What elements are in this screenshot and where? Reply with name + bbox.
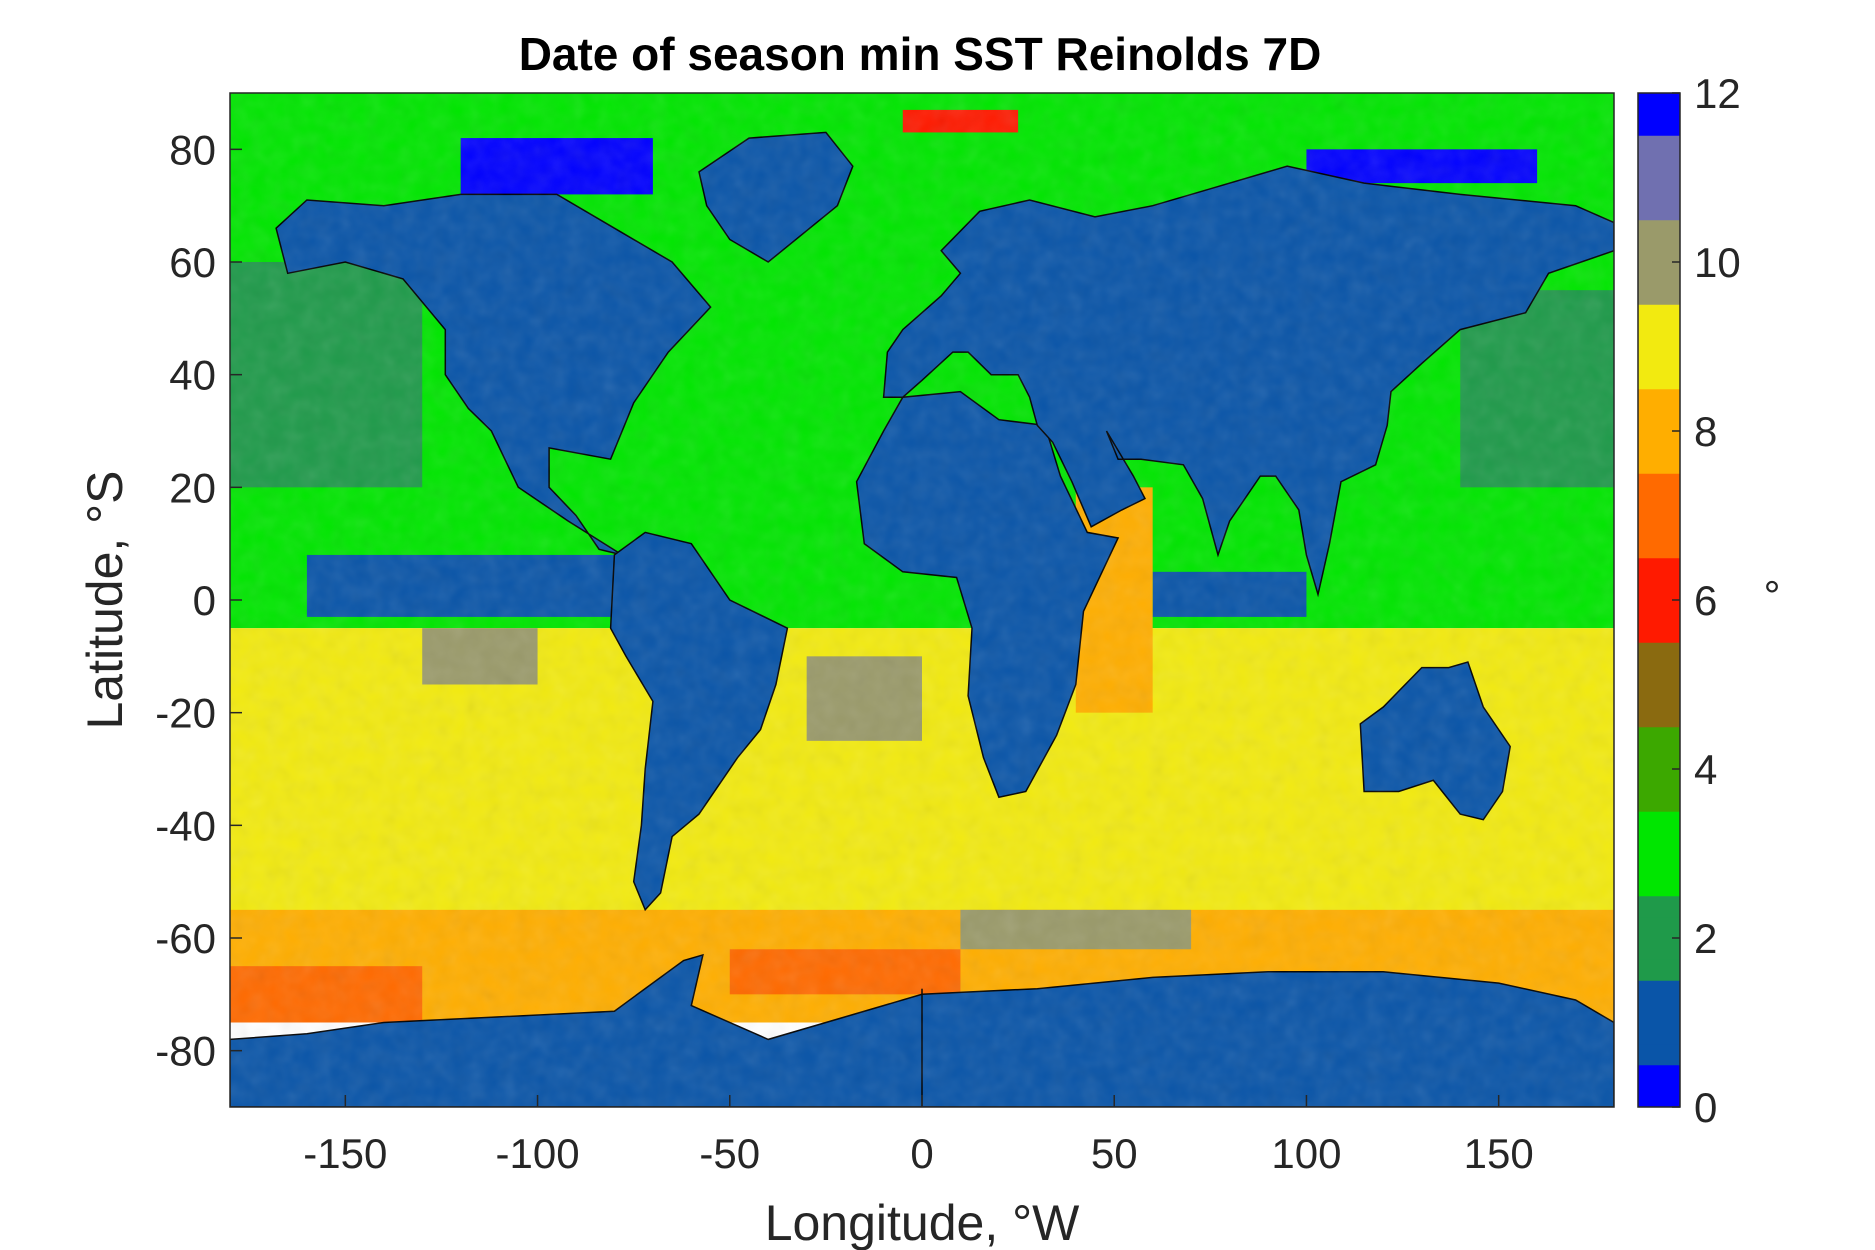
colorbar-segment: [1638, 663, 1680, 685]
x-axis-label: Longitude, °W: [765, 1195, 1080, 1250]
colorbar-segment: [1638, 811, 1680, 833]
colorbar-segment: [1638, 853, 1680, 876]
colorbar-segment: [1638, 642, 1680, 664]
y-tick-label: 60: [169, 239, 216, 286]
colorbar-segment: [1638, 1085, 1680, 1108]
colorbar-segment: [1638, 600, 1680, 622]
x-tick-label: 50: [1091, 1130, 1138, 1177]
colorbar-segment: [1638, 219, 1680, 242]
colorbar-segment: [1638, 895, 1680, 918]
colorbar-segment: [1638, 832, 1680, 854]
colorbar-segment: [1638, 705, 1680, 728]
colorbar-segment: [1638, 1064, 1680, 1087]
colorbar-tick-label: 6: [1694, 577, 1717, 624]
y-tick-label: -20: [155, 690, 216, 737]
x-tick-label: 0: [910, 1130, 933, 1177]
y-tick-label: 80: [169, 126, 216, 173]
x-tick-label: -150: [303, 1130, 387, 1177]
colorbar-segment: [1638, 114, 1680, 136]
colorbar-segment: [1638, 726, 1680, 749]
colorbar-label: °: [1764, 572, 1781, 619]
colorbar-segment: [1638, 431, 1680, 453]
y-tick-label: 40: [169, 352, 216, 399]
colorbar-segment: [1638, 621, 1680, 643]
y-tick-label: 20: [169, 464, 216, 511]
colorbar-tick-label: 12: [1694, 70, 1741, 117]
y-axis-ticks: -80 -60 -40 -20 0 20 40 60 80: [155, 126, 242, 1075]
colorbar-segment: [1638, 916, 1680, 939]
colorbar-tick-label: 0: [1694, 1084, 1717, 1131]
y-tick-label: -40: [155, 802, 216, 849]
y-tick-label: -80: [155, 1028, 216, 1075]
colorbar-segment: [1638, 452, 1680, 474]
colorbar-segment: [1638, 515, 1680, 538]
y-tick-label: -60: [155, 915, 216, 962]
colorbar-segment: [1638, 156, 1680, 178]
colorbar-segment: [1638, 367, 1680, 390]
colorbar-segment: [1638, 578, 1680, 601]
colorbar-tick-label: 4: [1694, 746, 1717, 793]
colorbar-ticks: 0 2 4 6 8 10 12: [1672, 70, 1741, 1131]
colorbar-segment: [1638, 1022, 1680, 1045]
colorbar-segment: [1638, 684, 1680, 707]
colorbar-segment: [1638, 388, 1680, 411]
colorbar-segment: [1638, 240, 1680, 263]
chart-title: Date of season min SST Reinolds 7D: [519, 28, 1322, 80]
x-tick-label: 100: [1271, 1130, 1341, 1177]
colorbar-segment: [1638, 874, 1680, 897]
colorbar-segment: [1638, 473, 1680, 495]
colorbar-segment: [1638, 346, 1680, 369]
colorbar-tick-label: 2: [1694, 915, 1717, 962]
colorbar-segment: [1638, 93, 1680, 115]
x-tick-label: -50: [699, 1130, 760, 1177]
colorbar-segment: [1638, 1001, 1680, 1023]
colorbar-segment: [1638, 198, 1680, 221]
colorbar-segment: [1638, 262, 1680, 284]
plot-area: [229, 92, 1615, 1108]
y-axis-label: Latitude, °S: [77, 470, 133, 729]
colorbar-segment: [1638, 557, 1680, 580]
x-tick-label: 150: [1464, 1130, 1534, 1177]
texture-overlay: [230, 93, 1614, 1107]
colorbar-segment: [1638, 304, 1680, 326]
colorbar-segment: [1638, 747, 1680, 770]
colorbar-segment: [1638, 135, 1680, 157]
colorbar-segment: [1638, 536, 1680, 559]
colorbar-segment: [1638, 325, 1680, 347]
colorbar-tick-label: 8: [1694, 408, 1717, 455]
colorbar-segment: [1638, 959, 1680, 981]
x-axis-ticks: -150 -100 -50 0 50 100 150: [303, 1095, 1534, 1177]
colorbar-segment: [1638, 409, 1680, 432]
y-tick-label: 0: [193, 577, 216, 624]
colorbar-segment: [1638, 790, 1680, 812]
colorbar-segment: [1638, 494, 1680, 516]
colorbar-segment: [1638, 1043, 1680, 1066]
colorbar-segment: [1638, 938, 1680, 960]
colorbar-segment: [1638, 283, 1680, 305]
colorbar-segment: [1638, 177, 1680, 200]
colorbar-segment: [1638, 769, 1680, 791]
colorbar-tick-label: 10: [1694, 239, 1741, 286]
colorbar-segment: [1638, 980, 1680, 1002]
colorbar: [1637, 92, 1681, 1108]
x-tick-label: -100: [496, 1130, 580, 1177]
